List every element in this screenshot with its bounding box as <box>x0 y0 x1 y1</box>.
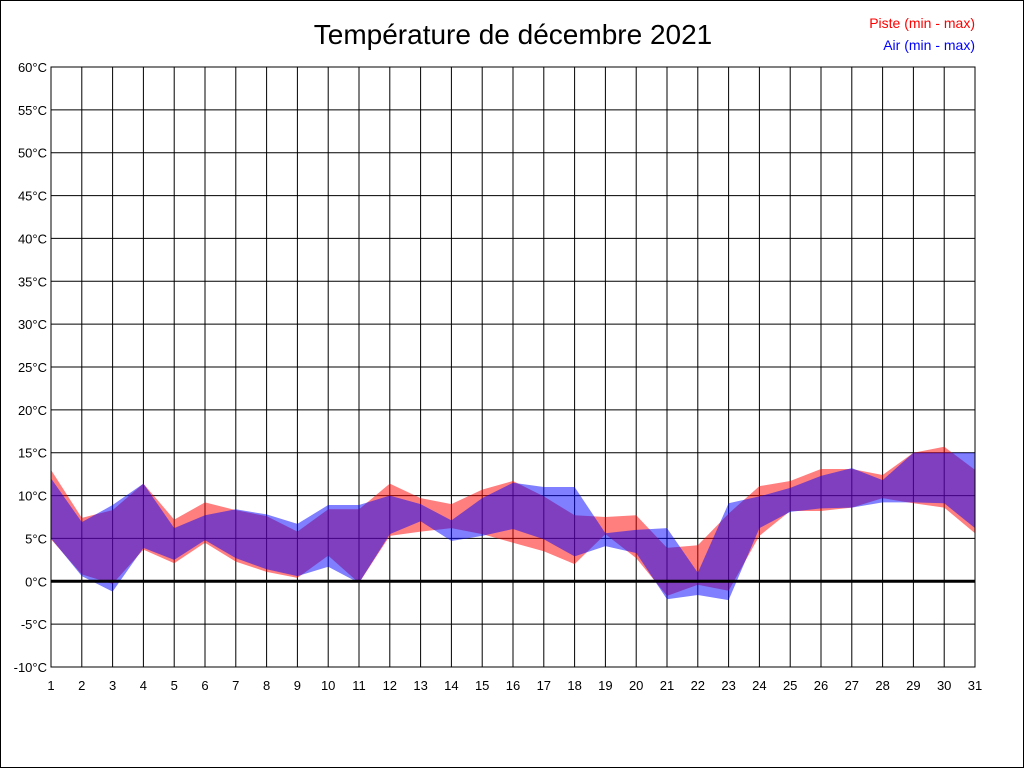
x-tick-label: 9 <box>294 678 301 693</box>
x-tick-label: 28 <box>875 678 889 693</box>
plot-frame <box>50 66 976 668</box>
y-tick-label: 0°C <box>25 574 47 589</box>
x-tick-label: 3 <box>109 678 116 693</box>
x-tick-label: 24 <box>752 678 766 693</box>
x-tick-label: 2 <box>78 678 85 693</box>
x-tick-label: 18 <box>567 678 581 693</box>
x-tick-label: 31 <box>968 678 982 693</box>
y-tick-label: 60°C <box>18 60 47 75</box>
x-tick-label: 21 <box>660 678 674 693</box>
x-tick-label: 25 <box>783 678 797 693</box>
x-tick-label: 26 <box>814 678 828 693</box>
y-tick-label: 25°C <box>18 360 47 375</box>
x-tick-label: 10 <box>321 678 335 693</box>
x-tick-label: 14 <box>444 678 458 693</box>
y-tick-label: 35°C <box>18 274 47 289</box>
x-tick-label: 7 <box>232 678 239 693</box>
x-tick-label: 23 <box>721 678 735 693</box>
legend-air: Air (min - max) <box>883 37 975 53</box>
y-tick-label: 20°C <box>18 403 47 418</box>
y-tick-label: 45°C <box>18 189 47 204</box>
y-tick-label: 50°C <box>18 146 47 161</box>
x-tick-label: 5 <box>171 678 178 693</box>
y-tick-label: -5°C <box>21 617 47 632</box>
x-tick-label: 15 <box>475 678 489 693</box>
x-tick-label: 11 <box>352 678 366 693</box>
y-tick-label: 30°C <box>18 317 47 332</box>
x-tick-label: 17 <box>537 678 551 693</box>
x-tick-label: 4 <box>140 678 147 693</box>
y-tick-label: 5°C <box>25 531 47 546</box>
x-tick-label: 1 <box>47 678 54 693</box>
x-tick-label: 27 <box>845 678 859 693</box>
x-tick-label: 12 <box>383 678 397 693</box>
x-tick-label: 30 <box>937 678 951 693</box>
x-tick-label: 20 <box>629 678 643 693</box>
x-tick-label: 13 <box>413 678 427 693</box>
x-tick-label: 6 <box>201 678 208 693</box>
y-tick-label: -10°C <box>14 660 47 675</box>
x-tick-label: 29 <box>906 678 920 693</box>
x-tick-label: 19 <box>598 678 612 693</box>
y-tick-label: 10°C <box>18 489 47 504</box>
x-tick-label: 8 <box>263 678 270 693</box>
x-tick-label: 22 <box>691 678 705 693</box>
y-tick-label: 40°C <box>18 231 47 246</box>
x-tick-label: 16 <box>506 678 520 693</box>
chart-title: Température de décembre 2021 <box>313 19 713 50</box>
area-series-air <box>51 452 975 601</box>
legend-piste: Piste (min - max) <box>869 15 975 31</box>
y-tick-label: 55°C <box>18 103 47 118</box>
y-tick-label: 15°C <box>18 446 47 461</box>
